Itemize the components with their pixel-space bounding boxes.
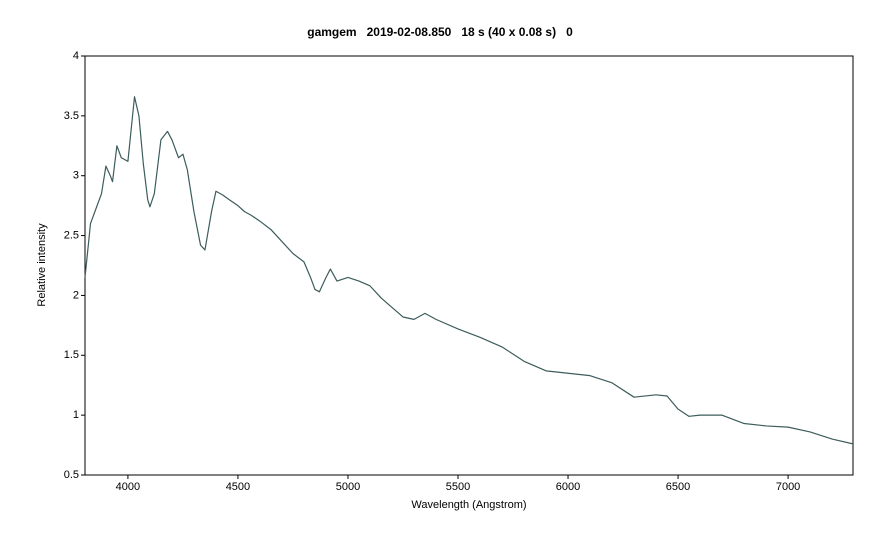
x-tick-label: 5000 <box>336 481 360 493</box>
y-tick-label: 3 <box>73 170 79 182</box>
x-tick-label: 4500 <box>226 481 250 493</box>
y-tick-label: 1.5 <box>64 349 79 361</box>
plot-frame <box>84 55 854 476</box>
x-tick-label: 7000 <box>776 481 800 493</box>
x-tick-label: 4000 <box>116 481 140 493</box>
y-tick-label: 4 <box>73 50 79 62</box>
y-tick-label: 2.5 <box>64 229 79 241</box>
y-tick-label: 0.5 <box>64 469 79 481</box>
spectrum-line <box>84 96 854 445</box>
y-axis-label: Relative intensity <box>36 223 48 307</box>
chart-title: gamgem 2019-02-08.850 18 s (40 x 0.08 s)… <box>307 25 573 39</box>
y-tick-label: 1 <box>73 409 79 421</box>
x-tick-label: 6500 <box>666 481 690 493</box>
x-axis-label: Wavelength (Angstrom) <box>411 499 526 511</box>
x-tick-label: 6000 <box>556 481 580 493</box>
y-tick-label: 2 <box>73 289 79 301</box>
y-tick-label: 3.5 <box>64 110 79 122</box>
x-tick-label: 5500 <box>446 481 470 493</box>
